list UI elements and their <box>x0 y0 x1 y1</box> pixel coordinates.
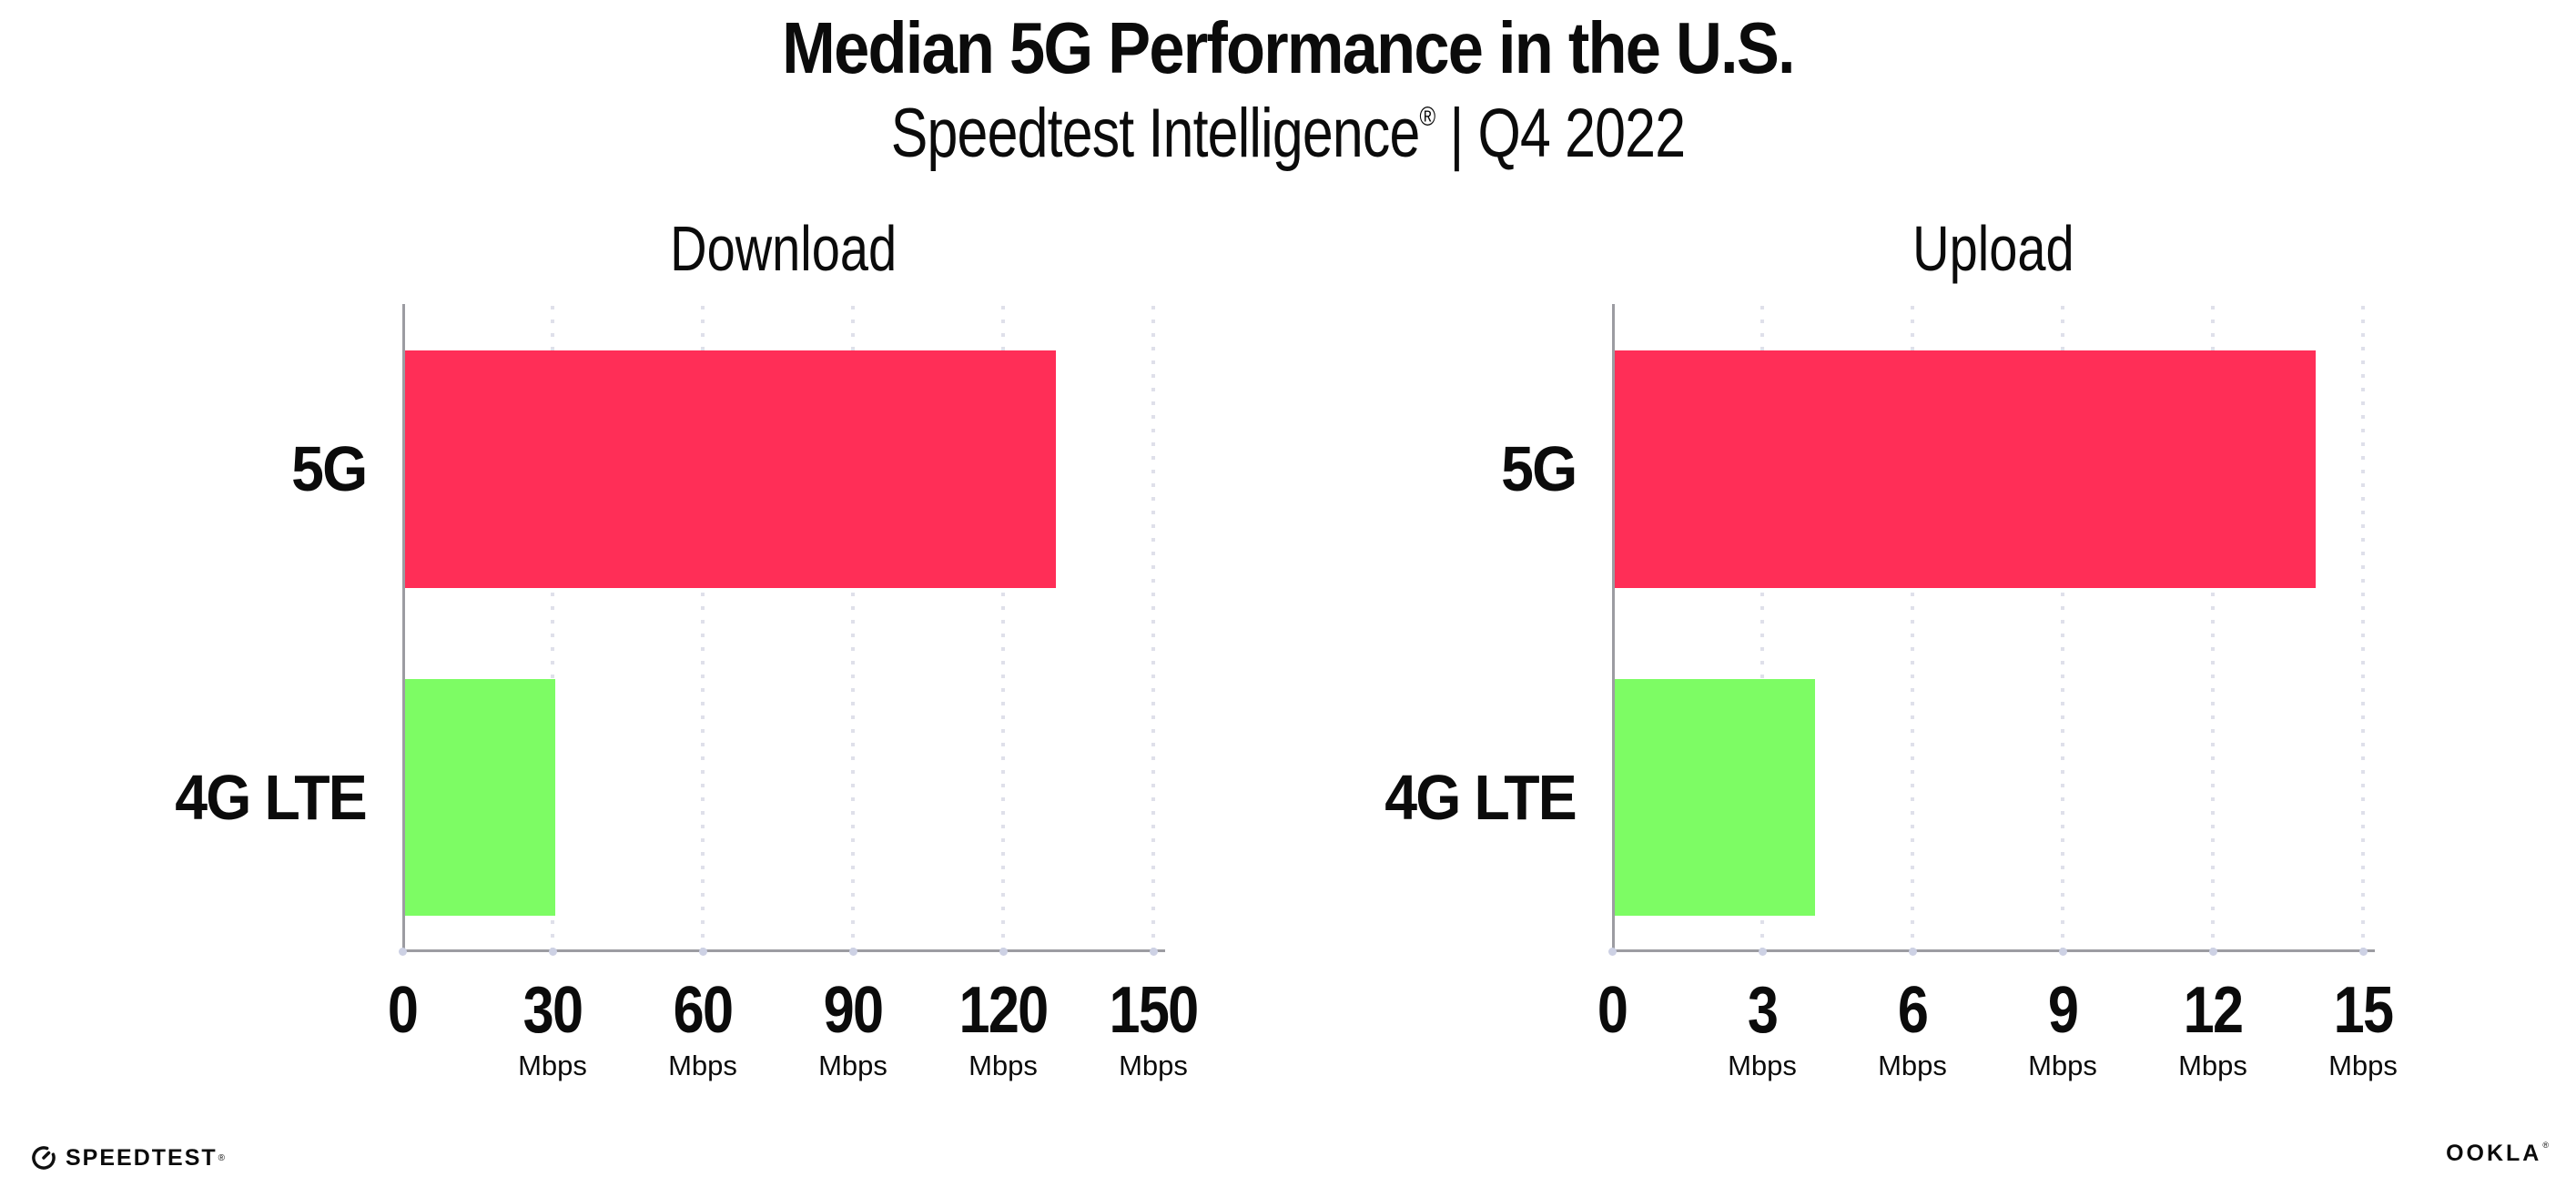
tick-unit-label: Mbps <box>518 1050 587 1081</box>
tick-number: 30 <box>522 974 583 1047</box>
axis-tick-dot-30 <box>549 948 557 956</box>
gridline-15 <box>2361 306 2365 951</box>
registered-trademark-mark: ® <box>1419 102 1435 132</box>
axis-tick-dot-3 <box>1759 948 1767 956</box>
tick-label-120: 120 Mbps <box>894 978 1112 1080</box>
x-axis-line <box>402 949 1165 952</box>
tick-label-12: 12 Mbps <box>2104 978 2322 1080</box>
axis-tick-dot-15 <box>2359 948 2368 956</box>
tick-label-0: 0 <box>293 978 512 1043</box>
bar-5g <box>1615 350 2316 588</box>
gridline-9 <box>2061 306 2064 951</box>
gridline-60 <box>701 306 705 951</box>
subtitle: Speedtest Intelligence® | Q4 2022 <box>258 95 2318 173</box>
tick-number: 120 <box>958 974 1049 1047</box>
category-label-text: 5G <box>290 433 368 504</box>
main-title: Median 5G Performance in the U.S. <box>782 7 1795 88</box>
tick-label-6: 6 Mbps <box>1803 978 2022 1080</box>
gridline-120 <box>1001 306 1005 951</box>
category-label-5g: 5G <box>0 433 368 504</box>
tick-number: 9 <box>2047 974 2079 1047</box>
download-plot-area: 0 30 Mbps 60 Mbps 90 Mbps 120 Mbps 150 Mbps 5G 4G LT… <box>175 304 1199 1080</box>
axis-tick-dot-6 <box>1909 948 1917 956</box>
tick-unit-label: Mbps <box>969 1050 1038 1081</box>
tick-number: 90 <box>823 974 884 1047</box>
tick-label-9: 9 Mbps <box>1953 978 2172 1080</box>
ookla-wordmark: OOKLA <box>2446 1141 2542 1166</box>
bar-5g <box>405 350 1056 588</box>
tick-unit-label: Mbps <box>1878 1050 1947 1081</box>
tick-unit-label: Mbps <box>2028 1050 2097 1081</box>
speedtest-logo: SPEEDTEST ® <box>31 1135 225 1181</box>
tick-unit-label: Mbps <box>1119 1050 1188 1081</box>
gridline-6 <box>1911 306 1914 951</box>
tick-number: 15 <box>2333 974 2394 1047</box>
category-label-5g: 5G <box>1157 433 1577 504</box>
ookla-registered-mark: ® <box>2542 1141 2549 1150</box>
category-label-text: 4G LTE <box>1384 762 1577 833</box>
upload-chart-title: Upload <box>1912 213 2074 284</box>
axis-tick-dot-90 <box>849 948 857 956</box>
tick-number: 3 <box>1747 974 1779 1047</box>
x-axis-line <box>1612 949 2375 952</box>
speedtest-gauge-icon <box>32 1146 56 1170</box>
gridline-3 <box>1760 306 1764 951</box>
tick-label-60: 60 Mbps <box>593 978 812 1080</box>
category-label-text: 5G <box>1500 433 1577 504</box>
speedtest-registered-mark: ® <box>218 1152 226 1163</box>
y-axis-spine <box>1612 304 1615 951</box>
tick-unit-label: Mbps <box>818 1050 887 1081</box>
axis-tick-dot-9 <box>2059 948 2067 956</box>
tick-unit-label: Mbps <box>1728 1050 1797 1081</box>
gridline-30 <box>551 306 554 951</box>
tick-number: 0 <box>1597 974 1628 1047</box>
y-axis-spine <box>402 304 405 951</box>
axis-tick-dot-120 <box>999 948 1008 956</box>
tick-unit-label: Mbps <box>2328 1050 2398 1081</box>
tick-label-90: 90 Mbps <box>744 978 962 1080</box>
tick-label-15: 15 Mbps <box>2254 978 2472 1080</box>
axis-tick-dot-0 <box>399 948 407 956</box>
axis-tick-dot-12 <box>2209 948 2217 956</box>
tick-number: 0 <box>387 974 419 1047</box>
tick-unit-label: Mbps <box>668 1050 737 1081</box>
axis-tick-dot-150 <box>1150 948 1158 956</box>
tick-label-3: 3 Mbps <box>1653 978 1871 1080</box>
tick-number: 150 <box>1109 974 1199 1047</box>
tick-label-150: 150 Mbps <box>1044 978 1263 1080</box>
bar-4g-lte <box>405 679 555 916</box>
subtitle-period: | Q4 2022 <box>1435 95 1686 172</box>
upload-plot-area: 0 3 Mbps 6 Mbps 9 Mbps 12 Mbps 15 Mbps 5G 4G LTE <box>1384 304 2398 1080</box>
category-label-4g-lte: 4G LTE <box>0 762 367 833</box>
axis-tick-dot-60 <box>699 948 707 956</box>
download-chart-title: Download <box>670 213 898 284</box>
tick-label-30: 30 Mbps <box>443 978 662 1080</box>
gridline-150 <box>1151 306 1155 951</box>
axis-tick-dot-0 <box>1608 948 1617 956</box>
tick-number: 60 <box>673 974 734 1047</box>
tick-number: 12 <box>2183 974 2244 1047</box>
category-label-text: 4G LTE <box>175 762 367 833</box>
gridline-90 <box>851 306 855 951</box>
subtitle-brand: Speedtest Intelligence <box>890 95 1420 172</box>
gridline-12 <box>2211 306 2215 951</box>
upload-chart: Upload 0 3 Mbps 6 Mbps 9 Mbps 12 Mbps 15 Mbps 5G 4G … <box>1384 215 2398 1080</box>
tick-unit-label: Mbps <box>2178 1050 2247 1081</box>
category-label-4g-lte: 4G LTE <box>1157 762 1577 833</box>
ookla-logo: OOKLA ® <box>2446 1141 2549 1167</box>
bar-4g-lte <box>1615 679 1815 916</box>
tick-label-0: 0 <box>1503 978 1721 1043</box>
speedtest-wordmark: SPEEDTEST <box>66 1144 218 1171</box>
tick-number: 6 <box>1897 974 1929 1047</box>
download-chart: Download 0 30 Mbps 60 Mbps 90 Mbps 120 Mbps 150 Mb… <box>175 215 1199 1080</box>
